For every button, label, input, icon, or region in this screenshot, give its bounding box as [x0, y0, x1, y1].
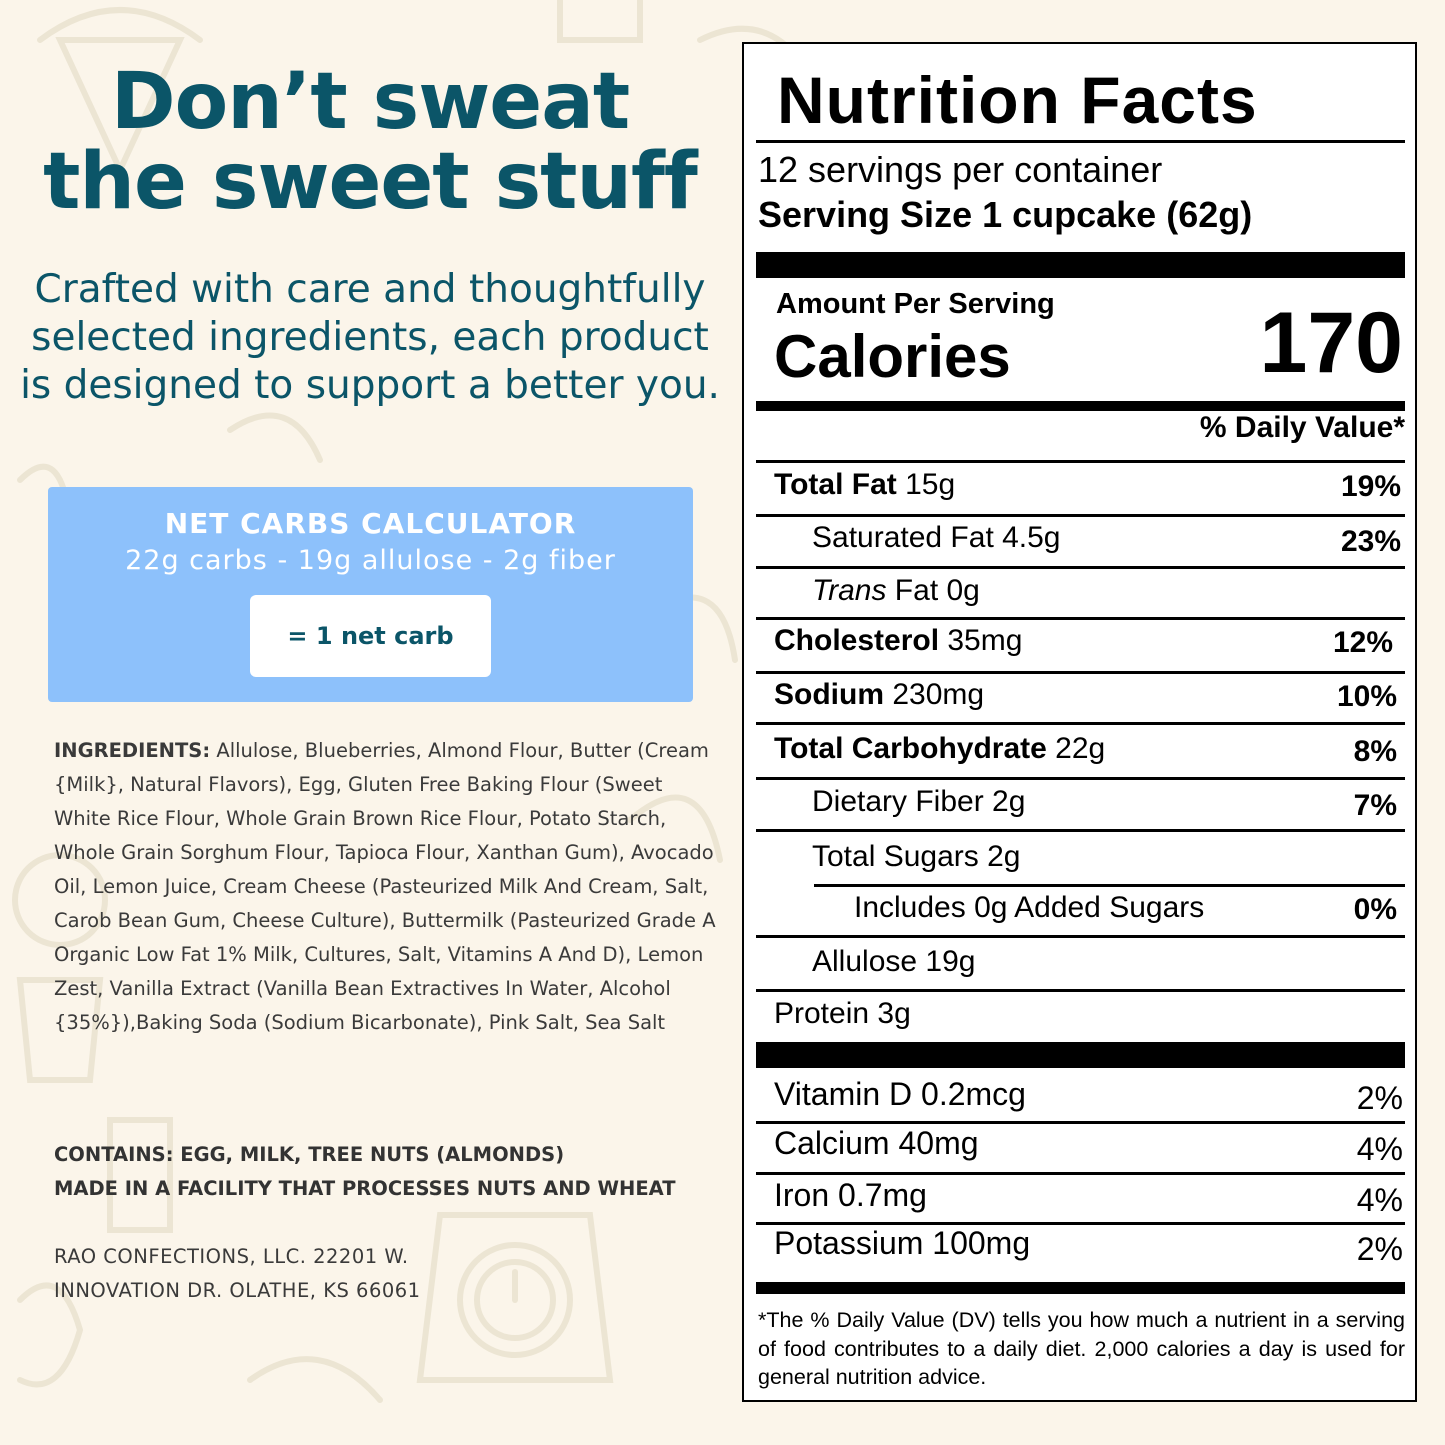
dietary-fiber-label: Dietary Fiber 2g: [812, 785, 1026, 818]
total-carb-dv: 8%: [1353, 735, 1397, 768]
cholesterol-amount: 35mg: [939, 624, 1023, 657]
vitamin-d-label: Vitamin D 0.2mcg: [774, 1076, 1026, 1112]
headline: Don’t sweat the sweet stuff: [20, 62, 720, 222]
nutrition-facts-panel: Nutrition Facts 12 servings per containe…: [742, 42, 1417, 1402]
saturated-fat-label: Saturated Fat 4.5g: [812, 521, 1061, 554]
divider: [756, 777, 1405, 780]
divider: [756, 566, 1405, 569]
total-fat-amount: 15g: [896, 468, 956, 501]
added-sugars-dv: 0%: [1353, 893, 1397, 926]
vitamin-d-dv: 2%: [1356, 1080, 1403, 1116]
ingredients-label: INGREDIENTS:: [54, 739, 211, 762]
indented-divider: [814, 884, 1405, 887]
total-fat-row: Total Fat 15g: [774, 468, 955, 502]
cholesterol-label: Cholesterol: [774, 624, 940, 657]
cholesterol-row: Cholesterol 35mg: [774, 624, 1022, 658]
sodium-amount: 230mg: [884, 678, 985, 711]
divider: [756, 617, 1405, 620]
servings-per-container: 12 servings per container: [758, 149, 1163, 190]
saturated-fat-dv: 23%: [1340, 525, 1401, 558]
medium-divider: [756, 1282, 1405, 1294]
total-carb-row: Total Carbohydrate 22g: [774, 732, 1105, 766]
total-sugars-label: Total Sugars 2g: [812, 840, 1021, 873]
address-line-2: INNOVATION DR. OLATHE, KS 66061: [54, 1279, 421, 1302]
divider: [756, 829, 1405, 832]
total-carb-amount: 22g: [1046, 732, 1106, 765]
divider: [756, 1222, 1405, 1225]
divider: [756, 514, 1405, 517]
divider: [756, 460, 1405, 463]
protein-label: Protein 3g: [774, 997, 911, 1030]
divider: [756, 989, 1405, 992]
calcium-dv: 4%: [1356, 1131, 1403, 1167]
calcium-label: Calcium 40mg: [774, 1125, 979, 1161]
sodium-dv: 10%: [1336, 680, 1397, 713]
headline-line-1: Don’t sweat: [110, 57, 630, 147]
trans-fat-italic: Trans: [812, 574, 887, 607]
ingredients-list: Allulose, Blueberries, Almond Flour, But…: [54, 739, 716, 1034]
iron-label: Iron 0.7mg: [774, 1177, 927, 1213]
dietary-fiber-dv: 7%: [1353, 789, 1397, 822]
ingredients-text: INGREDIENTS: Allulose, Blueberries, Almo…: [54, 734, 719, 1040]
total-carb-label: Total Carbohydrate: [774, 732, 1047, 765]
daily-value-header: % Daily Value*: [1199, 411, 1405, 444]
total-fat-dv: 19%: [1340, 470, 1401, 503]
added-sugars-label: Includes 0g Added Sugars: [854, 891, 1205, 924]
calculator-formula: 22g carbs - 19g allulose - 2g fiber: [125, 545, 616, 576]
trans-fat-rest: Fat 0g: [886, 574, 980, 607]
daily-value-footnote: *The % Daily Value (DV) tells you how mu…: [758, 1308, 1405, 1389]
allergen-contains: CONTAINS: EGG, MILK, TREE NUTS (ALMONDS): [54, 1143, 565, 1166]
calories-value: 170: [1259, 295, 1404, 391]
allulose-label: Allulose 19g: [812, 945, 976, 978]
divider: [756, 671, 1405, 674]
thick-divider: [756, 1042, 1405, 1068]
potassium-dv: 2%: [1356, 1231, 1403, 1267]
calories-label: Calories: [774, 323, 1011, 390]
address-line-1: RAO CONFECTIONS, LLC. 22201 W.: [54, 1245, 409, 1268]
calculator-title: NET CARBS CALCULATOR: [164, 507, 577, 540]
divider: [756, 1172, 1405, 1175]
total-fat-label: Total Fat: [774, 468, 897, 501]
sodium-label: Sodium: [774, 678, 884, 711]
divider: [756, 140, 1405, 143]
divider: [756, 722, 1405, 725]
net-carbs-calculator: NET CARBS CALCULATOR 22g carbs - 19g all…: [48, 487, 693, 702]
iron-dv: 4%: [1356, 1182, 1403, 1218]
subheadline: Crafted with care and thoughtfully selec…: [20, 267, 720, 408]
amount-per-serving: Amount Per Serving: [776, 288, 1055, 320]
potassium-label: Potassium 100mg: [774, 1225, 1031, 1261]
divider: [756, 1121, 1405, 1124]
thick-divider: [756, 252, 1405, 278]
sodium-row: Sodium 230mg: [774, 678, 984, 712]
trans-fat-row: Trans Fat 0g: [812, 574, 980, 608]
cholesterol-dv: 12%: [1332, 626, 1393, 659]
serving-size: Serving Size 1 cupcake (62g): [758, 194, 1253, 235]
facility-warning: MADE IN A FACILITY THAT PROCESSES NUTS A…: [54, 1177, 676, 1200]
headline-line-2: the sweet stuff: [43, 137, 698, 227]
divider: [756, 935, 1405, 938]
nutrition-facts-title: Nutrition Facts: [777, 63, 1258, 137]
medium-divider: [756, 401, 1405, 411]
net-carb-result: = 1 net carb: [250, 595, 491, 677]
